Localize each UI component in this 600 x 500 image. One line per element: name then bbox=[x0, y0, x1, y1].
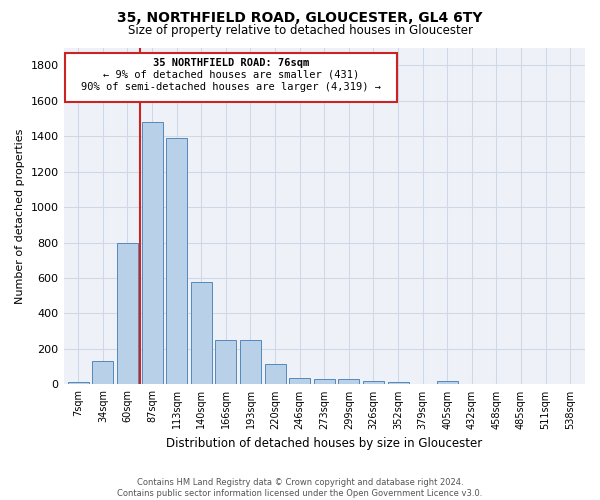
X-axis label: Distribution of detached houses by size in Gloucester: Distribution of detached houses by size … bbox=[166, 437, 482, 450]
Bar bbox=[65, 53, 397, 102]
Text: 35, NORTHFIELD ROAD, GLOUCESTER, GL4 6TY: 35, NORTHFIELD ROAD, GLOUCESTER, GL4 6TY bbox=[117, 11, 483, 25]
Bar bbox=[363, 381, 384, 384]
Bar bbox=[388, 382, 409, 384]
Bar bbox=[191, 282, 212, 384]
Bar bbox=[215, 340, 236, 384]
Bar bbox=[437, 381, 458, 384]
Bar bbox=[166, 138, 187, 384]
Bar bbox=[142, 122, 163, 384]
Bar bbox=[265, 364, 286, 384]
Bar bbox=[338, 379, 359, 384]
Text: 90% of semi-detached houses are larger (4,319) →: 90% of semi-detached houses are larger (… bbox=[81, 82, 381, 92]
Text: Size of property relative to detached houses in Gloucester: Size of property relative to detached ho… bbox=[128, 24, 473, 37]
Bar bbox=[289, 378, 310, 384]
Text: Contains HM Land Registry data © Crown copyright and database right 2024.
Contai: Contains HM Land Registry data © Crown c… bbox=[118, 478, 482, 498]
Bar bbox=[117, 244, 138, 384]
Bar bbox=[68, 382, 89, 384]
Text: ← 9% of detached houses are smaller (431): ← 9% of detached houses are smaller (431… bbox=[103, 70, 359, 80]
Bar bbox=[92, 362, 113, 384]
Bar bbox=[240, 340, 261, 384]
Text: 35 NORTHFIELD ROAD: 76sqm: 35 NORTHFIELD ROAD: 76sqm bbox=[152, 58, 309, 68]
Bar bbox=[314, 379, 335, 384]
Y-axis label: Number of detached properties: Number of detached properties bbox=[15, 128, 25, 304]
